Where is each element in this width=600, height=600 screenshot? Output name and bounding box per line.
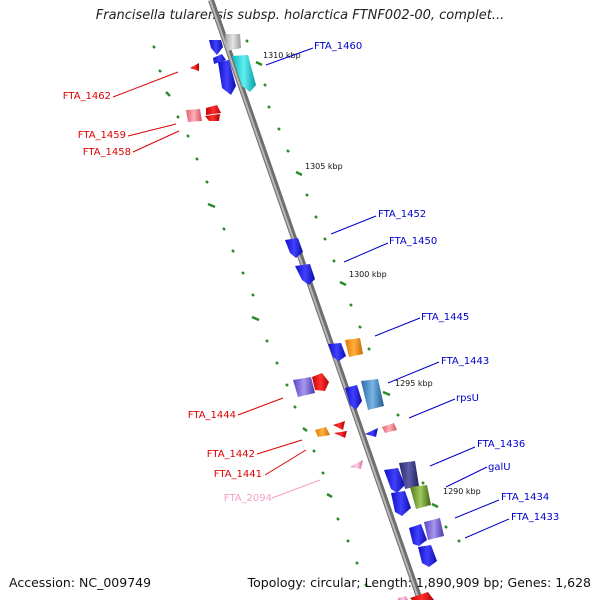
map-title: Francisella tularensis subsp. holarctica… [95, 8, 505, 23]
gene-block [418, 545, 437, 567]
gene-label-fta-1462[interactable]: FTA_1462 [63, 91, 111, 102]
gene-block [206, 105, 221, 115]
ticks-right [245, 39, 461, 543]
gene-block [334, 431, 347, 438]
gene-block [295, 264, 315, 285]
kbp-marker-1290: 1290 kbp [443, 487, 481, 496]
gene-block [328, 343, 346, 361]
gene-block [209, 40, 223, 55]
gene-block [218, 60, 236, 95]
genome-summary-text: Topology: circular; Length: 1,890,909 bp… [247, 575, 591, 590]
gene-label-fta-1443[interactable]: FTA_1443 [441, 356, 489, 367]
gene-label-fta-1441[interactable]: FTA_1441 [214, 469, 262, 480]
gene-block [333, 421, 345, 430]
ticks-left [152, 45, 368, 587]
gene-block [345, 338, 363, 357]
gene-block [205, 114, 220, 121]
gene-block [382, 423, 397, 433]
gene-block [285, 238, 303, 258]
genome-backbone-highlight [209, 0, 420, 600]
gene-label-fta-1460[interactable]: FTA_1460 [314, 41, 362, 52]
gene-label-fta-1442[interactable]: FTA_1442 [207, 449, 255, 460]
gene-label-fta-1433[interactable]: FTA_1433 [511, 512, 559, 523]
gene-label-galu[interactable]: galU [488, 462, 511, 473]
gene-label-fta-1459[interactable]: FTA_1459 [78, 130, 126, 141]
gene-block [315, 427, 330, 437]
gene-label-fta-1434[interactable]: FTA_1434 [501, 492, 549, 503]
gene-block [410, 485, 431, 509]
kbp-marker-1295: 1295 kbp [395, 379, 433, 388]
gene-block [424, 518, 444, 540]
kbp-marker-1310: 1310 kbp [263, 51, 301, 60]
gene-block [345, 385, 362, 410]
gene-label-fta-1458[interactable]: FTA_1458 [83, 147, 131, 158]
gene-label-rpsu[interactable]: rpsU [456, 393, 479, 404]
gene-label-fta-1445[interactable]: FTA_1445 [421, 312, 469, 323]
gene-block [186, 109, 202, 122]
gene-block [409, 524, 427, 546]
gene-block [190, 63, 199, 71]
gene-block [293, 377, 315, 397]
gene-block [410, 592, 434, 600]
gene-block [391, 491, 411, 516]
label-leaders [112, 47, 510, 539]
gene-block [225, 34, 241, 51]
gene-label-fta-1450[interactable]: FTA_1450 [389, 236, 437, 247]
gene-block [312, 373, 329, 391]
gene-block [399, 461, 419, 489]
gene-label-fta-1444[interactable]: FTA_1444 [188, 410, 236, 421]
gene-block [350, 460, 363, 469]
gene-block [384, 468, 405, 493]
gene-label-fta-2094[interactable]: FTA_2094 [224, 493, 272, 504]
gene-block [365, 428, 378, 437]
gene-block [232, 55, 256, 92]
kbp-marker-1300: 1300 kbp [349, 270, 387, 279]
gene-label-fta-1436[interactable]: FTA_1436 [477, 439, 525, 450]
accession-text: Accession: NC_009749 [9, 575, 152, 590]
gene-features [186, 34, 444, 600]
gene-block [213, 54, 226, 64]
gene-label-fta-1452[interactable]: FTA_1452 [378, 209, 426, 220]
gene-block [398, 596, 408, 600]
gene-block [361, 379, 384, 410]
kbp-marker-1305: 1305 kbp [305, 162, 343, 171]
